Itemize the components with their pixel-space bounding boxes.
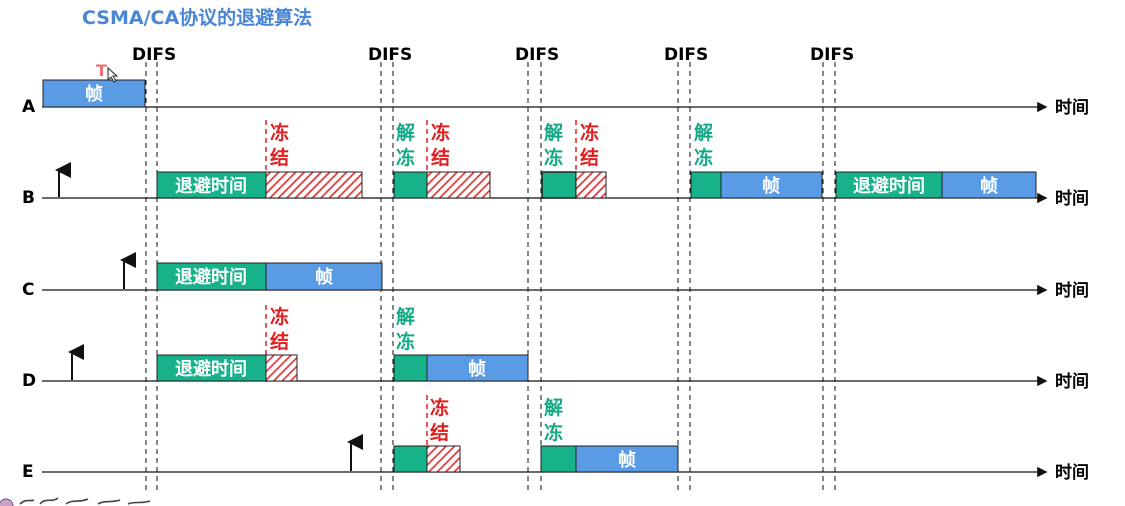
frame-block [941,171,1037,199]
unfreeze-char: 冻 [694,146,713,169]
diagram-title: CSMA/CA协议的退避算法 [82,6,312,29]
row-label-d: D [22,371,36,391]
backoff-block [541,171,577,199]
backoff-label: 退避时间 [175,266,247,288]
unfreeze-char: 冻 [396,330,415,353]
frame-label: 帧 [468,358,486,380]
backoff-block [393,171,428,199]
unfreeze-char: 解 [396,121,415,144]
frame-label: 帧 [315,266,333,288]
frame-block [426,354,529,382]
unfreeze-char: 冻 [544,421,563,444]
backoff-block [393,354,428,382]
time-label: 时间 [1055,371,1089,392]
row-b-blocks: 退避时间 帧 退避时间 帧 [156,171,1037,199]
row-labels: A B C D E [22,97,36,482]
row-label-a: A [22,97,36,117]
frame-label: 帧 [618,449,636,471]
frozen-block [265,354,298,382]
pointer-icon [107,66,119,83]
backoff-block [393,445,428,473]
arrival-arrows [55,162,363,471]
unfreeze-char: 解 [396,305,415,328]
row-a-blocks: 帧 [42,79,146,108]
unfreeze-char: 解 [544,121,563,144]
frozen-block [426,445,461,473]
backoff-label: 退避时间 [175,358,247,380]
freeze-char: 结 [270,330,289,353]
unfreeze-char: 解 [544,396,563,419]
frozen-block [575,171,607,199]
time-label: 时间 [1055,462,1089,483]
text-cursor-icon: T [96,61,119,83]
frame-label: 帧 [85,83,103,105]
freeze-char: 冻 [270,305,289,328]
freeze-char: 冻 [431,121,450,144]
row-label-c: C [22,280,34,300]
freeze-char: 冻 [270,121,289,144]
time-label: 时间 [1055,280,1089,301]
frame-block [265,262,383,291]
frozen-block [265,171,363,199]
difs-label: DIFS [515,45,559,65]
backoff-block [540,445,577,473]
time-labels: 时间 时间 时间 时间 时间 [1055,97,1089,483]
unfreeze-char: 解 [694,121,713,144]
freeze-char: 结 [431,146,450,169]
backoff-block [156,262,267,291]
unfreeze-annotations: 解 冻 解 冻 解 冻 解 冻 解 冻 [396,121,713,444]
cursor-mark: T [96,61,107,80]
difs-labels: DIFS DIFS DIFS DIFS DIFS [132,45,854,65]
frame-block [720,171,823,199]
frame-block [575,445,679,473]
freeze-char: 结 [580,146,599,169]
freeze-char: 结 [270,146,289,169]
difs-label: DIFS [368,45,412,65]
freeze-annotations: 冻 结 冻 结 冻 结 冻 结 冻 结 [270,121,599,444]
backoff-label: 退避时间 [175,175,247,197]
time-label: 时间 [1055,97,1089,118]
unfreeze-char: 冻 [396,146,415,169]
frame-label: 帧 [762,175,780,197]
frame-label: 帧 [980,175,998,197]
backoff-block [156,354,267,382]
freeze-char: 结 [430,421,449,444]
difs-label: DIFS [132,45,176,65]
row-label-e: E [22,462,34,482]
frame-block [42,79,146,108]
freeze-char: 冻 [430,396,449,419]
row-e-blocks: 帧 [393,445,679,473]
row-label-b: B [22,188,35,208]
corner-decoration [0,497,151,506]
row-d-blocks: 退避时间 帧 [156,354,529,382]
frozen-block [426,171,491,199]
difs-label: DIFS [810,45,854,65]
row-c-blocks: 退避时间 帧 [156,262,383,291]
time-label: 时间 [1055,188,1089,209]
unfreeze-char: 冻 [544,146,563,169]
backoff-block [690,171,722,199]
freeze-char: 冻 [580,121,599,144]
difs-label: DIFS [664,45,708,65]
backoff-label: 退避时间 [853,175,925,197]
